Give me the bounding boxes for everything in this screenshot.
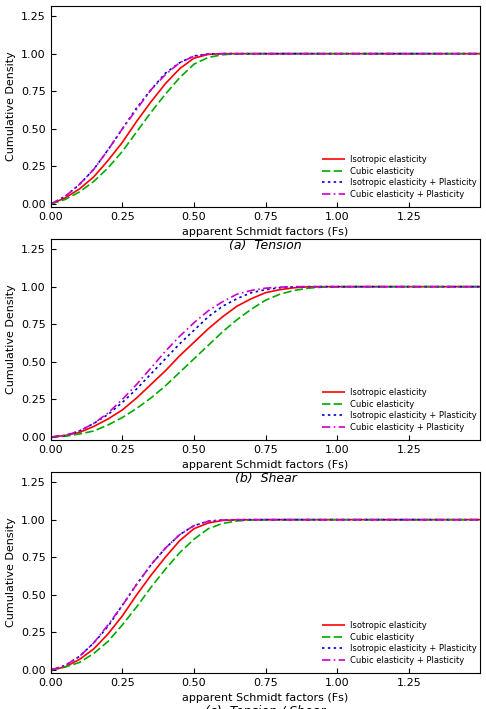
Legend: Isotropic elasticity, Cubic elasticity, Isotropic elasticity + Plasticity, Cubic: Isotropic elasticity, Cubic elasticity, … [322, 155, 476, 199]
Y-axis label: Cumulative Density: Cumulative Density [5, 284, 16, 394]
Legend: Isotropic elasticity, Cubic elasticity, Isotropic elasticity + Plasticity, Cubic: Isotropic elasticity, Cubic elasticity, … [322, 621, 476, 665]
Text: (b)  Shear: (b) Shear [235, 472, 296, 485]
Text: (c)  Tension / Shear: (c) Tension / Shear [206, 705, 326, 709]
Text: (a)  Tension: (a) Tension [229, 239, 302, 252]
X-axis label: apparent Schmidt factors (Fs): apparent Schmidt factors (Fs) [182, 460, 349, 471]
Y-axis label: Cumulative Density: Cumulative Density [5, 52, 16, 161]
X-axis label: apparent Schmidt factors (Fs): apparent Schmidt factors (Fs) [182, 693, 349, 703]
Legend: Isotropic elasticity, Cubic elasticity, Isotropic elasticity + Plasticity, Cubic: Isotropic elasticity, Cubic elasticity, … [322, 389, 476, 432]
X-axis label: apparent Schmidt factors (Fs): apparent Schmidt factors (Fs) [182, 228, 349, 238]
Y-axis label: Cumulative Density: Cumulative Density [5, 518, 16, 627]
